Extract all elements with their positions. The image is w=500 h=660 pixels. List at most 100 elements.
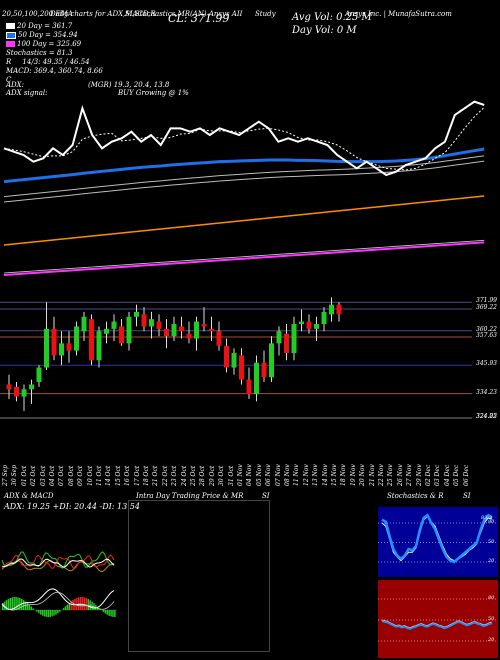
macd-histogram-bar [24,601,27,610]
date-label: 21 Nov [368,464,376,486]
candle-body [36,367,42,383]
date-label: 25 Oct [190,465,197,486]
minus-di-line [1,554,115,570]
date-label: 17 Oct [133,465,141,486]
r-pane-bg [378,580,498,658]
r-tick-label: 20 [488,637,495,643]
date-label: 05 Dec [453,464,461,486]
macd-histogram-bar [49,610,51,617]
date-label: 08 Nov [284,464,291,486]
macd-histogram-bar [21,598,23,610]
candle-body [44,328,49,368]
candle-body [314,324,319,329]
stoch-si-label: SI [463,492,471,500]
legend-ema50: 50 Day = 354.94 [6,31,78,39]
candle-body [66,343,72,351]
macd-histogram-bar [68,602,70,610]
price-axis-label: 369.22 [476,303,497,311]
adx-white-line [1,558,115,568]
macd-histogram-bar [55,610,57,615]
date-label: 12 Nov [302,464,310,486]
legend-adx-values: (MGR) 19.3, 20.4, 13.8 [88,81,170,89]
macd-histogram-bar [104,610,107,614]
candle-body [111,321,117,329]
candle-body [96,331,102,361]
legend-signal: BUY Growing @ 1% [118,89,189,97]
date-label: 23 Oct [171,465,179,486]
macd-histogram-bar [15,597,17,610]
date-label: 18 Nov [340,464,348,486]
r-line [381,620,493,630]
macd-signal-line [1,591,115,611]
macd-histogram-bar [76,597,78,610]
candle-body [284,333,289,354]
candle-body [89,319,94,361]
date-label: 20 Nov [359,464,367,486]
candle-body [306,321,312,329]
candle-body [74,326,79,351]
macd-histogram-bar [45,610,48,617]
date-label: 21 Oct [152,465,160,486]
date-label: 26 Nov [396,464,404,486]
macd-histogram-bar [40,610,42,615]
date-label: 11 Nov [293,464,301,486]
macd-histogram-bar [2,603,4,610]
candle-body [51,328,57,356]
macd-histogram-bar [17,597,19,610]
macd-histogram-bar [47,610,50,617]
date-label: 27 Sep [2,464,9,486]
ema100-swatch [6,41,15,47]
plus-di-line [1,551,115,569]
header-indicators-label: Daily charts for ADX,MACD,R [50,10,156,18]
day-volume: Day Vol: 0 M [292,25,357,36]
date-label: 13 Nov [312,464,320,486]
date-label: 06 Dec [462,464,470,486]
macd-histogram-bar [70,601,72,610]
macd-histogram-bar [7,598,10,610]
price-axis-label: 345.93 [476,360,497,368]
macd-histogram-bar [5,600,8,610]
candle-body [156,321,162,329]
macd-histogram-bar [81,597,84,610]
date-label: 09 Oct [77,465,85,486]
intraday-title: Intra Day Trading Price & MR [136,492,244,500]
date-label: 31 Oct [227,465,235,486]
macd-histogram-bar [66,604,69,610]
candle-body [299,321,304,325]
date-label: 14 Nov [321,464,329,486]
date-label: 10 Oct [86,465,94,486]
macd-histogram-bar [36,610,38,612]
ema20-swatch [6,23,15,29]
macd-histogram-bar [41,610,44,616]
legend-ema100: 100 Day = 325.69 [6,40,81,48]
macd-histogram-bar [110,610,112,617]
header-ema-label: 20,50,100,200 EMA [2,10,73,18]
date-label: 04 Oct [49,465,56,486]
macd-histogram-bar [26,603,29,610]
header-symbol-label: (AN) Ansys AII [190,10,243,18]
legend-stoch: Stochastics = 81.3 [6,49,73,57]
macd-histogram-bar [9,597,12,610]
date-label: 22 Oct [161,465,169,486]
date-label: 16 Oct [124,465,132,486]
candle-body [149,319,154,327]
macd-histogram-bar [87,599,89,610]
intraday-pane [128,500,270,652]
date-label: 03 Oct [39,465,47,486]
legend-macd: MACD: 369.4, 360.74, 8.66 [6,67,103,75]
date-label: 01 Oct [20,465,28,486]
header-company-label: Ansys Inc. | MunafaSutra.com [345,10,452,18]
date-label: 07 Nov [274,464,282,486]
legend-r: R 14/3: 49.35 / 46.54 [6,58,90,66]
price-axis-label: 371.99 [476,297,497,305]
candle-body [321,311,327,325]
r-shadow-line [381,619,493,629]
date-label: 07 Oct [58,465,66,486]
macd-histogram-bar [91,601,93,610]
ema20-line [3,100,485,177]
macd-histogram-bar [38,610,40,614]
date-label: 06 Nov [265,464,273,486]
legend-ema20: 20 Day = 361.7 [6,22,72,30]
macd-histogram-bar [85,598,88,610]
candle-body [164,328,169,337]
